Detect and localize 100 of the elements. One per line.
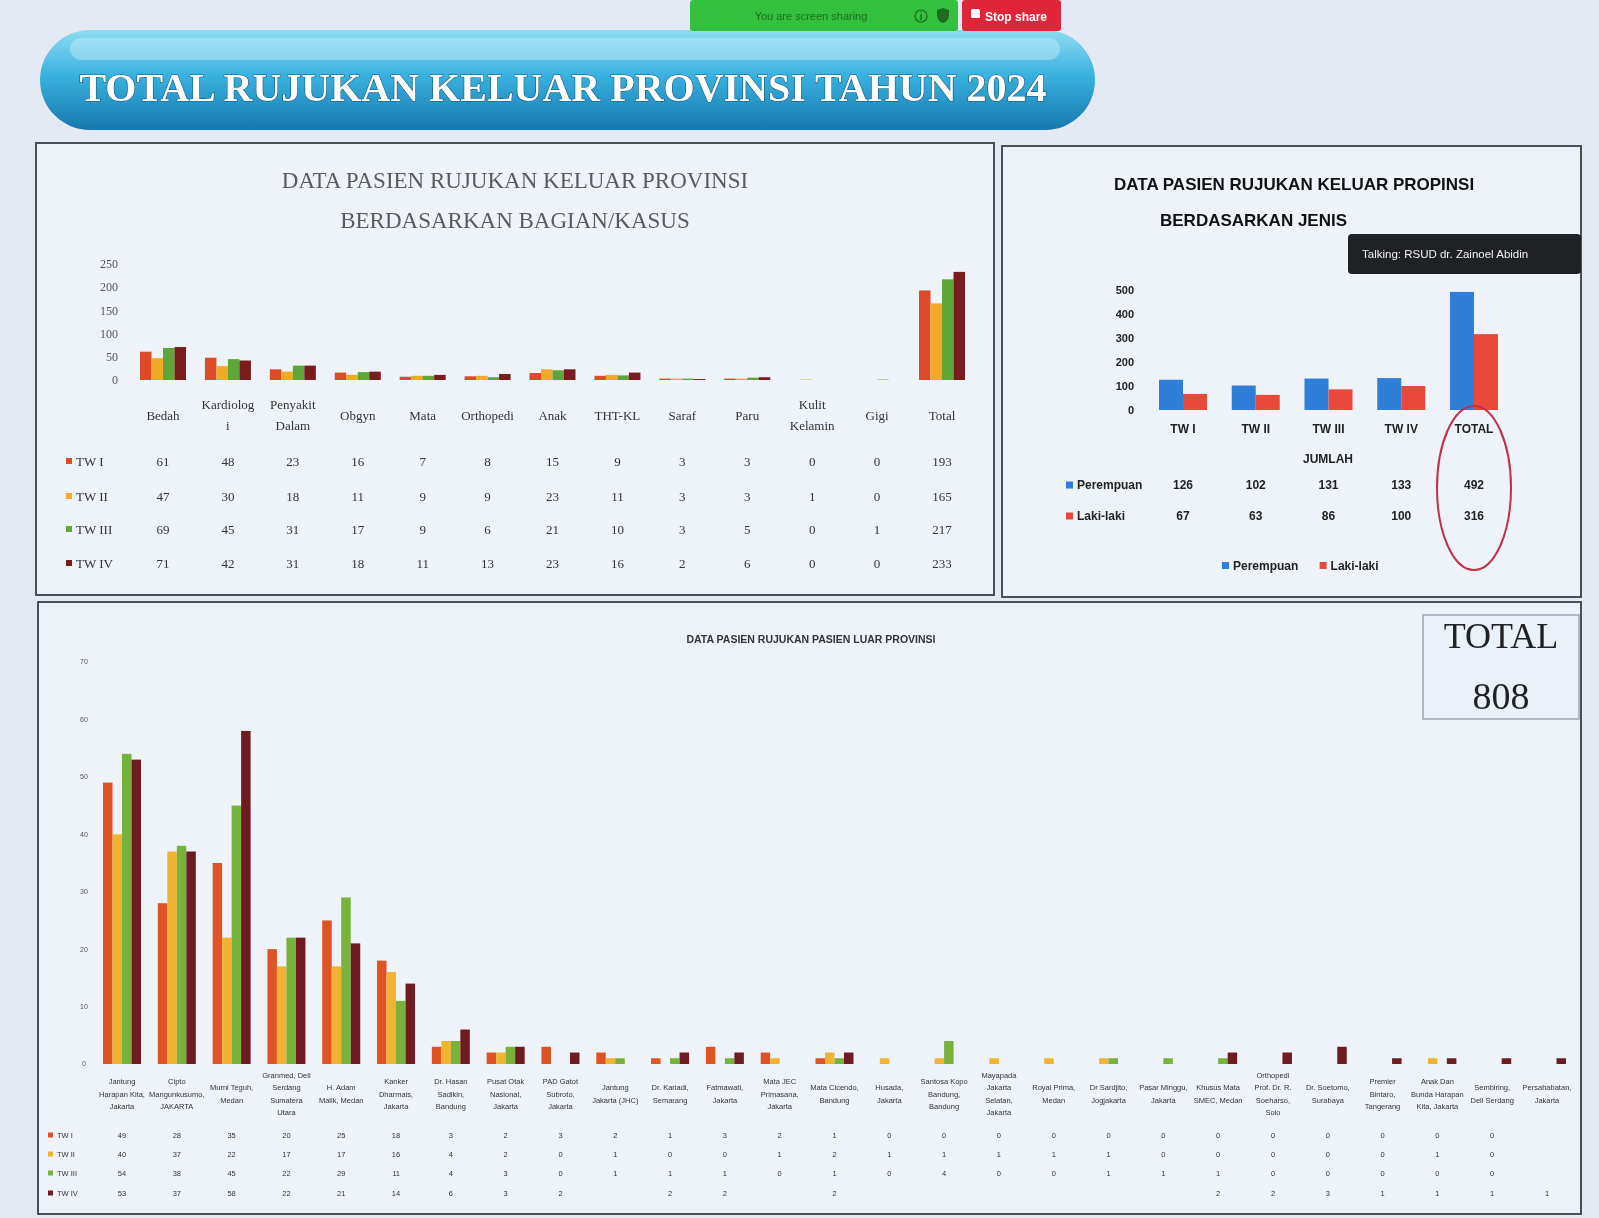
bar xyxy=(157,903,168,1064)
bar xyxy=(844,1052,854,1064)
data-label: 0 xyxy=(808,453,816,469)
bar xyxy=(515,1046,525,1064)
bar xyxy=(930,303,942,380)
bar xyxy=(505,1046,516,1064)
data-label: 3 xyxy=(679,521,686,537)
bar xyxy=(304,365,316,380)
text: TOTAL xyxy=(1443,616,1559,656)
bar xyxy=(705,1046,716,1064)
bar xyxy=(216,366,228,380)
data-label: 6 xyxy=(484,521,492,537)
data-label: 9 xyxy=(484,488,491,504)
bar xyxy=(357,372,370,380)
bar xyxy=(369,371,381,380)
bar xyxy=(825,1052,835,1064)
y-tick-label: 50 xyxy=(106,350,118,364)
data-label: 63 xyxy=(1249,509,1263,524)
bar xyxy=(331,966,342,1064)
data-label: 492 xyxy=(1463,478,1485,493)
bar xyxy=(758,377,771,380)
bar xyxy=(564,369,576,380)
x-tick-label: Mata xyxy=(409,407,437,423)
x-tick-label: Orthopedi xyxy=(461,407,515,423)
bar xyxy=(460,1029,470,1064)
bar xyxy=(1377,378,1402,410)
bar xyxy=(1556,1058,1566,1064)
bar xyxy=(734,1052,744,1064)
bar xyxy=(605,1058,616,1064)
bar xyxy=(552,370,564,380)
data-label: 165 xyxy=(932,488,952,504)
bar xyxy=(350,943,361,1064)
bar xyxy=(919,290,931,380)
y-tick-label: 200 xyxy=(100,280,118,295)
bar xyxy=(227,359,240,380)
bar xyxy=(1392,1058,1402,1064)
bar xyxy=(322,920,332,1064)
data-label: 10 xyxy=(610,521,624,537)
bar xyxy=(1401,386,1426,410)
bar xyxy=(1427,1058,1438,1064)
bar xyxy=(596,1052,606,1064)
bar xyxy=(122,753,132,1064)
bar xyxy=(431,1046,442,1064)
bar xyxy=(628,372,641,380)
x-tick-label: Paru xyxy=(735,407,760,423)
annotation: 808 xyxy=(1472,675,1530,717)
data-label: 11 xyxy=(416,555,429,571)
data-label: 1 xyxy=(873,521,881,537)
bar xyxy=(212,863,223,1064)
data-label: 21 xyxy=(546,521,559,537)
data-label: 0 xyxy=(808,521,816,537)
data-label: 15 xyxy=(546,453,559,469)
data-label: 86 xyxy=(1321,509,1336,524)
bar xyxy=(989,1058,999,1064)
data-label: 16 xyxy=(351,453,365,469)
data-label: 233 xyxy=(932,555,952,571)
data-label: 3 xyxy=(744,453,751,469)
bar xyxy=(241,730,251,1064)
data-label: 3 xyxy=(679,488,686,504)
legend-label: TW I xyxy=(76,453,104,469)
data-label: 9 xyxy=(614,453,621,469)
data-label: 217 xyxy=(932,521,953,537)
y-tick-label: 0 xyxy=(112,373,118,388)
bar xyxy=(1231,385,1256,410)
data-label: 316 xyxy=(1463,509,1485,524)
bar xyxy=(1337,1046,1347,1064)
bar xyxy=(529,373,541,380)
data-label: 71 xyxy=(156,555,170,571)
data-label: 0 xyxy=(873,488,881,504)
x-tick-label: Obgyn xyxy=(340,407,376,423)
x-tick-label: TOTAL xyxy=(1454,422,1494,437)
data-label: 61 xyxy=(156,453,170,469)
chart-title: DATA PASIEN RUJUKAN KELUAR PROVINSI BERDASARKAN BAGIAN/KASUS xyxy=(281,168,749,233)
data-label: 23 xyxy=(286,453,300,469)
bar xyxy=(1163,1058,1173,1064)
bar xyxy=(476,375,488,380)
y-tick-label: 250 xyxy=(100,257,118,272)
bar xyxy=(286,937,296,1064)
bar xyxy=(1183,393,1207,410)
bar xyxy=(1044,1058,1054,1064)
bar xyxy=(450,1041,461,1064)
bar xyxy=(724,1058,735,1064)
x-tick-label: Anak xyxy=(538,407,568,423)
data-label: 0 xyxy=(873,555,881,571)
bar xyxy=(341,897,351,1064)
x-tick-label: Saraf xyxy=(668,407,697,423)
legend-label: Perempuan xyxy=(1077,478,1143,493)
bar xyxy=(464,376,477,380)
data-label: 42 xyxy=(221,555,235,571)
x-tick-label: TW II xyxy=(1241,422,1271,437)
data-label: 2 xyxy=(679,555,686,571)
bar xyxy=(1227,1052,1238,1064)
y-tick-label: 100 xyxy=(100,326,118,341)
bar xyxy=(1218,1058,1228,1064)
data-label: 0 xyxy=(808,555,816,571)
x-tick-label: Bedah xyxy=(146,407,181,423)
bar xyxy=(422,375,435,380)
y-tick-label: 200 xyxy=(1115,355,1134,368)
bar xyxy=(834,1058,844,1064)
y-tick-label: 100 xyxy=(1115,379,1134,392)
